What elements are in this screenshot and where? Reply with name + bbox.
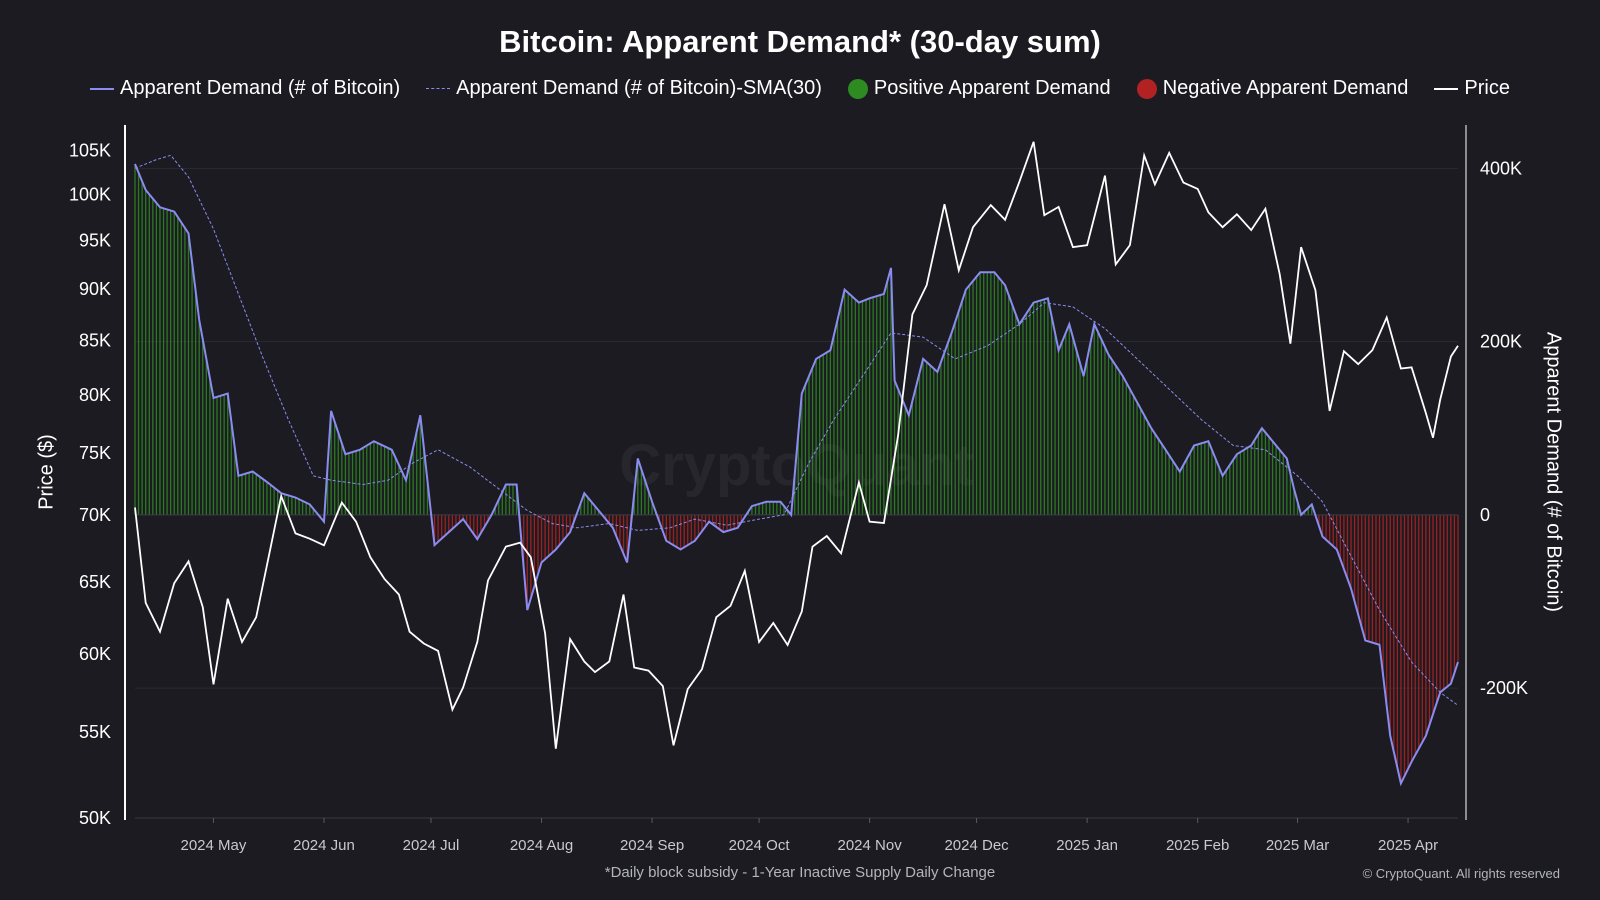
legend-item-positive[interactable]: Positive Apparent Demand xyxy=(847,77,1111,100)
x-tick-label: 2025 Mar xyxy=(1266,837,1329,854)
x-tick-label: 2025 Apr xyxy=(1378,837,1438,854)
y-right-axis-title: Apparent Demand (# of Bitcoin) xyxy=(1542,331,1565,613)
y-right-tick-label: 400K xyxy=(1480,158,1522,178)
y-right-tick-label: 200K xyxy=(1480,332,1522,352)
legend-negative-label: Negative Apparent Demand xyxy=(1162,77,1409,99)
x-tick-label: 2025 Feb xyxy=(1166,837,1229,854)
y-left-tick-label: 65K xyxy=(79,572,111,592)
y-left-tick-label: 75K xyxy=(79,443,111,463)
y-left-tick-label: 50K xyxy=(79,808,111,828)
y-right-tick-label: -200K xyxy=(1480,678,1528,698)
y-left-tick-label: 95K xyxy=(79,230,111,250)
demand-line xyxy=(134,163,1459,787)
legend-price-line-icon xyxy=(1434,87,1459,90)
y-left-tick-label: 90K xyxy=(79,279,111,299)
y-right-tick-label: 0 xyxy=(1480,505,1490,525)
x-tick-label: 2024 Aug xyxy=(510,837,573,854)
sma-line xyxy=(134,154,1459,706)
footnote: *Daily block subsidy - 1-Year Inactive S… xyxy=(604,864,996,881)
legend-demand-line-icon xyxy=(90,87,114,90)
x-tick-label: 2024 Jun xyxy=(293,837,355,854)
legend-item-sma[interactable]: Apparent Demand (# of Bitcoin)-SMA(30) xyxy=(426,77,822,100)
y-left-tick-label: 55K xyxy=(79,722,111,742)
legend-negative-dot-icon xyxy=(1136,78,1157,99)
price-line xyxy=(134,141,1459,749)
x-tick-label: 2024 May xyxy=(181,837,247,854)
chart-title: Bitcoin: Apparent Demand* (30-day sum) xyxy=(499,24,1101,59)
legend-item-demand[interactable]: Apparent Demand (# of Bitcoin) xyxy=(90,77,400,100)
y-left-axis-title: Price ($) xyxy=(35,434,58,510)
y-left-tick-label: 60K xyxy=(79,644,111,664)
y-left-tick-label: 85K xyxy=(79,331,111,351)
x-tick-label: 2024 Oct xyxy=(729,837,791,854)
x-tick-label: 2024 Dec xyxy=(944,837,1009,854)
legend: Apparent Demand (# of Bitcoin) Apparent … xyxy=(0,77,1600,100)
copyright: © CryptoQuant. All rights reserved xyxy=(1362,866,1560,881)
y-left-tick-label: 105K xyxy=(69,140,111,160)
legend-item-negative[interactable]: Negative Apparent Demand xyxy=(1136,77,1409,100)
x-tick-label: 2024 Jul xyxy=(403,837,460,854)
y-left-tick-label: 80K xyxy=(79,385,111,405)
legend-sma-label: Apparent Demand (# of Bitcoin)-SMA(30) xyxy=(456,77,822,99)
y-left-tick-label: 70K xyxy=(79,505,111,525)
legend-positive-label: Positive Apparent Demand xyxy=(873,77,1111,99)
legend-price-label: Price xyxy=(1464,77,1510,99)
legend-sma-dashed-line-icon xyxy=(426,88,451,89)
y-left-tick-label: 100K xyxy=(69,184,111,204)
x-tick-label: 2024 Sep xyxy=(620,837,684,854)
legend-demand-label: Apparent Demand (# of Bitcoin) xyxy=(120,77,401,99)
x-tick-label: 2024 Nov xyxy=(837,837,902,854)
legend-item-price[interactable]: Price xyxy=(1434,77,1510,100)
x-tick-label: 2025 Jan xyxy=(1056,837,1118,854)
legend-positive-dot-icon xyxy=(847,78,868,99)
